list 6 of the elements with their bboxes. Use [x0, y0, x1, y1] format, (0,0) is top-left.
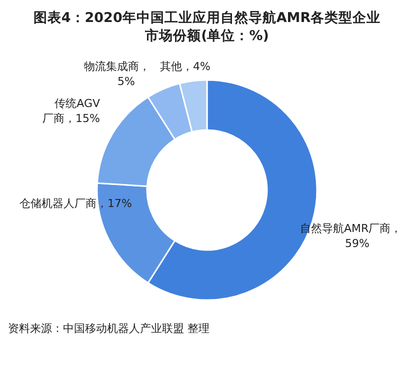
chart-title: 图表4：2020年中国工业应用自然导航AMR各类型企业市场份额(单位：%) — [33, 9, 381, 44]
slice-label: 物流集成商，5% — [84, 60, 150, 88]
slice-label: 仓储机器人厂商，17% — [20, 197, 132, 210]
slice-label: 传统AGV厂商，15% — [42, 97, 100, 125]
slice-label: 其他，4% — [160, 60, 210, 73]
text: 资料来源：中国移动机器人产业联盟 整理 — [8, 322, 210, 335]
